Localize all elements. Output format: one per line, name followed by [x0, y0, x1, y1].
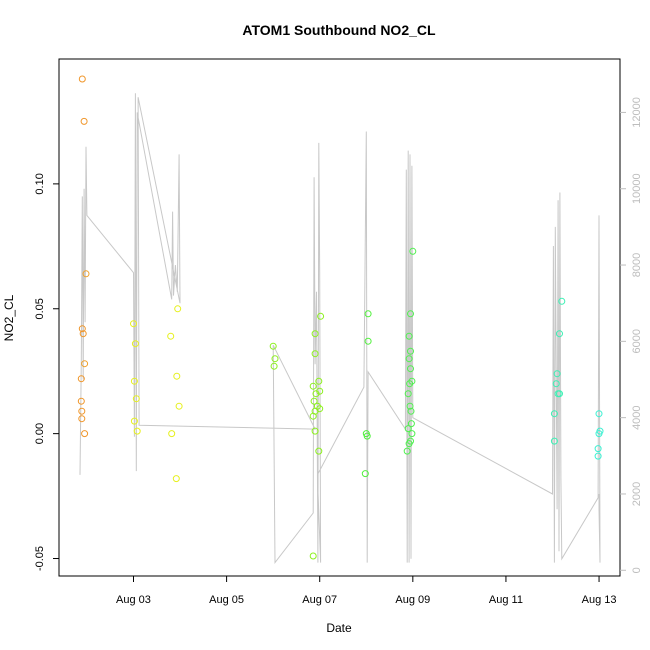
- plot-frame: [58, 58, 621, 577]
- data-point: [311, 350, 319, 358]
- y2-tick-label: 0: [631, 567, 643, 573]
- data-point: [405, 332, 413, 340]
- data-point: [80, 117, 88, 125]
- data-point: [78, 415, 86, 423]
- y2-tick-label: 8000: [631, 253, 643, 277]
- data-point: [174, 305, 182, 313]
- data-point: [595, 430, 603, 438]
- data-point: [558, 297, 566, 305]
- data-point: [364, 310, 372, 318]
- x-tick-label: Aug 03: [116, 594, 151, 606]
- data-point: [364, 337, 372, 345]
- data-point: [172, 475, 180, 483]
- secondary-series-line: [79, 93, 601, 565]
- data-point: [361, 470, 369, 478]
- x-tick-label: Aug 09: [395, 594, 430, 606]
- x-axis-label: Date: [326, 621, 352, 635]
- data-point: [594, 445, 602, 453]
- y2-tick-label: 6000: [631, 329, 643, 353]
- data-point: [552, 380, 560, 388]
- data-point: [82, 270, 90, 278]
- data-point: [317, 312, 325, 320]
- data-point: [269, 342, 277, 350]
- secondary-series: [79, 93, 601, 565]
- data-point: [595, 410, 603, 418]
- data-point: [131, 340, 139, 348]
- data-point: [407, 420, 415, 428]
- y-tick-label: -0.05: [34, 546, 46, 571]
- y2-tick-label: 4000: [631, 405, 643, 429]
- data-point: [309, 552, 317, 560]
- y2-axis: 0 2000 4000 6000 8000 10000 12000: [620, 97, 643, 573]
- data-point: [130, 377, 138, 385]
- data-point: [173, 372, 181, 380]
- x-tick-label: Aug 11: [489, 594, 523, 606]
- y-tick-label: 0.00: [34, 423, 46, 444]
- data-point: [130, 417, 138, 425]
- data-point: [550, 410, 558, 418]
- data-point: [315, 377, 323, 385]
- data-point: [408, 430, 416, 438]
- data-point: [77, 397, 85, 405]
- data-point: [270, 362, 278, 370]
- data-point: [316, 387, 324, 395]
- data-point: [556, 390, 563, 398]
- data-point: [363, 432, 371, 440]
- data-point: [79, 330, 87, 338]
- data-point: [407, 347, 414, 355]
- data-point: [403, 447, 411, 455]
- data-point: [78, 75, 86, 83]
- data-point: [405, 440, 413, 448]
- x-axis: Aug 03 Aug 05 Aug 07 Aug 09 Aug 11 Aug 13: [116, 576, 616, 606]
- data-point: [311, 427, 319, 435]
- data-point: [409, 247, 417, 255]
- data-point: [406, 402, 414, 410]
- x-tick-label: Aug 05: [209, 594, 244, 606]
- data-point: [77, 375, 85, 383]
- x-tick-label: Aug 13: [582, 594, 617, 606]
- data-point: [309, 412, 317, 420]
- x-tick-label: Aug 07: [302, 594, 337, 606]
- y2-tick-label: 12000: [631, 97, 643, 128]
- data-point: [132, 395, 140, 403]
- data-point: [406, 380, 414, 388]
- data-point: [405, 355, 413, 363]
- data-point: [404, 390, 412, 398]
- data-point: [594, 452, 602, 460]
- y2-tick-label: 10000: [631, 173, 643, 204]
- points-layer: [77, 75, 604, 560]
- data-point: [133, 427, 141, 435]
- chart-title: ATOM1 Southbound NO2_CL: [242, 22, 436, 38]
- data-point: [130, 320, 137, 328]
- data-point: [168, 430, 176, 438]
- data-point: [175, 402, 183, 410]
- data-point: [315, 447, 323, 455]
- data-point: [407, 407, 415, 415]
- data-point: [556, 330, 563, 338]
- data-point: [271, 355, 279, 363]
- data-point: [550, 437, 558, 445]
- data-point: [404, 425, 412, 433]
- y-axis: -0.05 0.00 0.05 0.10: [34, 173, 59, 571]
- y-tick-label: 0.10: [34, 173, 46, 194]
- data-point: [78, 407, 86, 415]
- data-point: [407, 310, 414, 318]
- data-point: [167, 332, 175, 340]
- data-point: [78, 325, 86, 333]
- data-point: [81, 430, 89, 438]
- y-tick-label: 0.05: [34, 298, 46, 319]
- data-point: [311, 330, 319, 338]
- y2-tick-label: 2000: [631, 482, 643, 506]
- data-point: [309, 382, 317, 390]
- y-axis-label: NO2_CL: [2, 294, 16, 341]
- data-point: [81, 360, 89, 368]
- data-point: [553, 370, 561, 378]
- data-point: [407, 365, 414, 373]
- data-point: [310, 397, 318, 405]
